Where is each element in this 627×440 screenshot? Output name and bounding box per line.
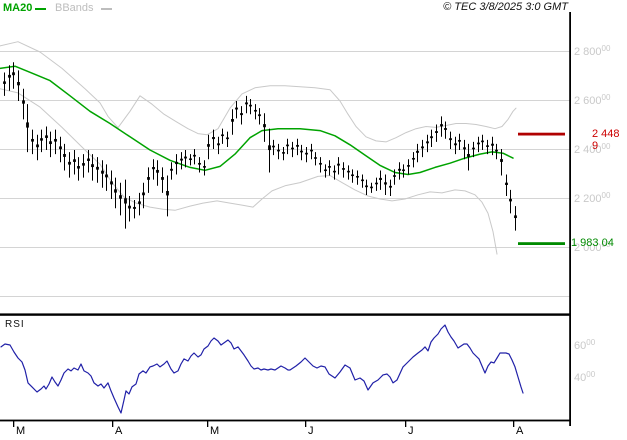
- price-tick-label: 2 80000: [574, 44, 611, 58]
- rsi-tick-label: 6000: [574, 338, 596, 352]
- legend-ma20-label: MA20: [3, 2, 33, 14]
- month-label: M: [210, 425, 220, 437]
- month-label: J: [408, 425, 414, 437]
- copyright-text: © TEC 3/8/2025 3:0 GMT: [443, 1, 568, 13]
- price-tick-label: 2 20000: [574, 191, 611, 205]
- month-label: M: [16, 425, 26, 437]
- price-tick-label: 2 60000: [574, 93, 611, 107]
- rsi-panel-label: RSI: [5, 319, 25, 330]
- level-label-support: 1 983 04: [571, 237, 614, 249]
- price-tick-label: 2 40000: [574, 142, 611, 156]
- month-label: A: [115, 425, 123, 437]
- bbands-line-swatch: [101, 8, 112, 10]
- level-label-resistance: 2 448 9: [592, 127, 620, 152]
- month-label: A: [516, 425, 524, 437]
- month-label: J: [308, 425, 314, 437]
- price-tick-label: 2 00000: [574, 240, 611, 254]
- ma20-line-swatch: [35, 8, 46, 10]
- rsi-tick-label: 4000: [574, 370, 596, 384]
- legend-bbands-label: BBands: [55, 2, 94, 14]
- legend: MA20 BBands: [0, 0, 300, 16]
